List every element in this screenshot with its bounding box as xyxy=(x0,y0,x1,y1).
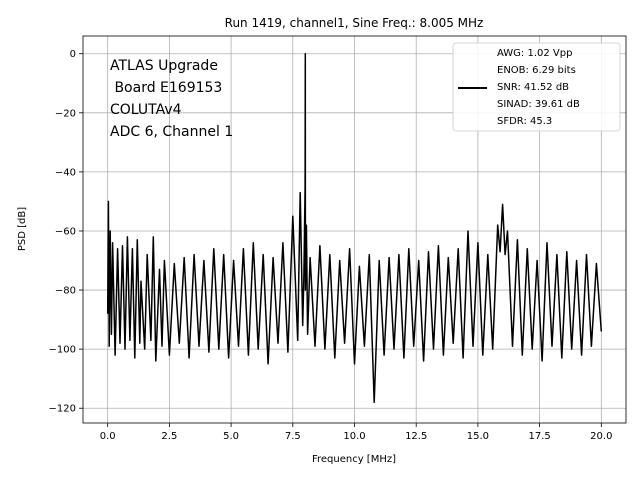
legend-line-2: ENOB: 6.29 bits xyxy=(497,65,576,76)
y-tick-label: −60 xyxy=(55,226,76,237)
y-tick-label: −120 xyxy=(49,404,76,415)
annotation-line-3: COLUTAv4 xyxy=(110,102,182,118)
chart-title: Run 1419, channel1, Sine Freq.: 8.005 MH… xyxy=(225,16,484,30)
plot-frame xyxy=(82,35,627,424)
legend-line-4: SINAD: 39.61 dB xyxy=(497,99,580,110)
x-tick-label: 7.5 xyxy=(285,431,301,442)
legend: AWG: 1.02 Vpp ENOB: 6.29 bits SNR: 41.52… xyxy=(452,42,621,132)
legend-line-3: SNR: 41.52 dB xyxy=(497,82,569,93)
annotation-line-4: ADC 6, Channel 1 xyxy=(110,124,233,140)
y-tick-label: 0 xyxy=(70,49,76,60)
x-tick-label: 5.0 xyxy=(223,431,239,442)
legend-line-1: AWG: 1.02 Vpp xyxy=(497,48,572,59)
annotation-line-1: ATLAS Upgrade xyxy=(110,58,218,74)
x-axis-label: Frequency [MHz] xyxy=(312,454,396,465)
x-tick-label: 12.5 xyxy=(405,431,427,442)
psd-series-line xyxy=(106,52,603,404)
x-tick-label: 15.0 xyxy=(467,431,489,442)
x-tick-label: 10.0 xyxy=(343,431,365,442)
x-tick-label: 20.0 xyxy=(590,431,612,442)
info-annotation: ATLAS Upgrade Board E169153 COLUTAv4 ADC… xyxy=(110,58,233,140)
legend-box xyxy=(452,42,621,132)
x-tick-label: 17.5 xyxy=(528,431,550,442)
legend-line-5: SFDR: 45.3 xyxy=(497,116,552,127)
x-tick-label: 2.5 xyxy=(161,431,177,442)
y-tick-label: −40 xyxy=(55,167,76,178)
y-tick-label: −100 xyxy=(49,345,76,356)
y-tick-label: −80 xyxy=(55,286,76,297)
x-axis-ticks: 0.0 2.5 5.0 7.5 10.0 12.5 15.0 17.5 20.0 xyxy=(100,423,612,442)
annotation-line-2: Board E169153 xyxy=(110,80,222,96)
series-group xyxy=(106,52,603,404)
y-tick-label: −20 xyxy=(55,108,76,119)
y-axis-label: PSD [dB] xyxy=(17,207,28,251)
y-axis-ticks: 0 −20 −40 −60 −80 −100 −120 xyxy=(49,49,83,415)
x-tick-label: 0.0 xyxy=(100,431,116,442)
